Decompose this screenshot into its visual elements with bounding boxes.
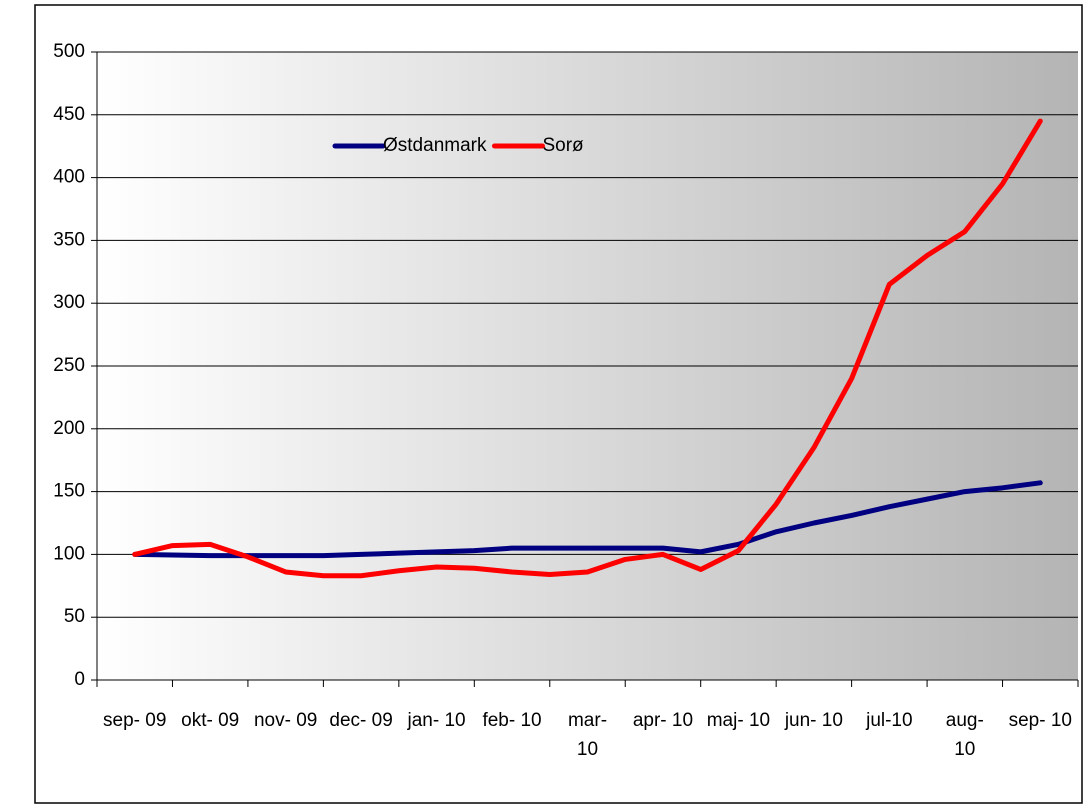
series-line: [132, 118, 1043, 579]
legend-label: Østdanmark: [383, 135, 487, 156]
x-tick-label: jan- 10: [407, 710, 466, 731]
x-tick-label: mar- 10: [567, 710, 608, 760]
x-tick-label: aug- 10: [945, 710, 984, 760]
y-tick-label: 200: [53, 418, 85, 439]
y-tick-label: 350: [53, 229, 85, 250]
series-line: [132, 480, 1043, 559]
y-tick-label: 300: [53, 292, 85, 313]
y-tick-label: 250: [53, 355, 85, 376]
x-tick-label: sep- 10: [1008, 710, 1072, 731]
y-tick-label: 100: [53, 543, 85, 564]
x-tick-label: maj- 10: [706, 710, 771, 731]
x-tick-label: nov- 09: [253, 710, 318, 731]
y-tick-label: 0: [74, 669, 85, 690]
x-tick-label: jun- 10: [784, 710, 843, 731]
x-tick-label: jul-10: [866, 710, 913, 731]
y-tick-label: 500: [53, 41, 85, 62]
x-tick-label: okt- 09: [181, 710, 240, 731]
x-tick-label: feb- 10: [482, 710, 542, 731]
y-tick-label: 50: [64, 606, 85, 627]
legend-label: Sorø: [542, 135, 584, 156]
x-tick-label: sep- 09: [103, 710, 167, 731]
y-tick-label: 400: [53, 167, 85, 188]
x-tick-label: apr- 10: [632, 710, 694, 731]
y-tick-label: 450: [53, 104, 85, 125]
y-tick-label: 150: [53, 481, 85, 502]
x-tick-label: dec- 09: [329, 710, 393, 731]
